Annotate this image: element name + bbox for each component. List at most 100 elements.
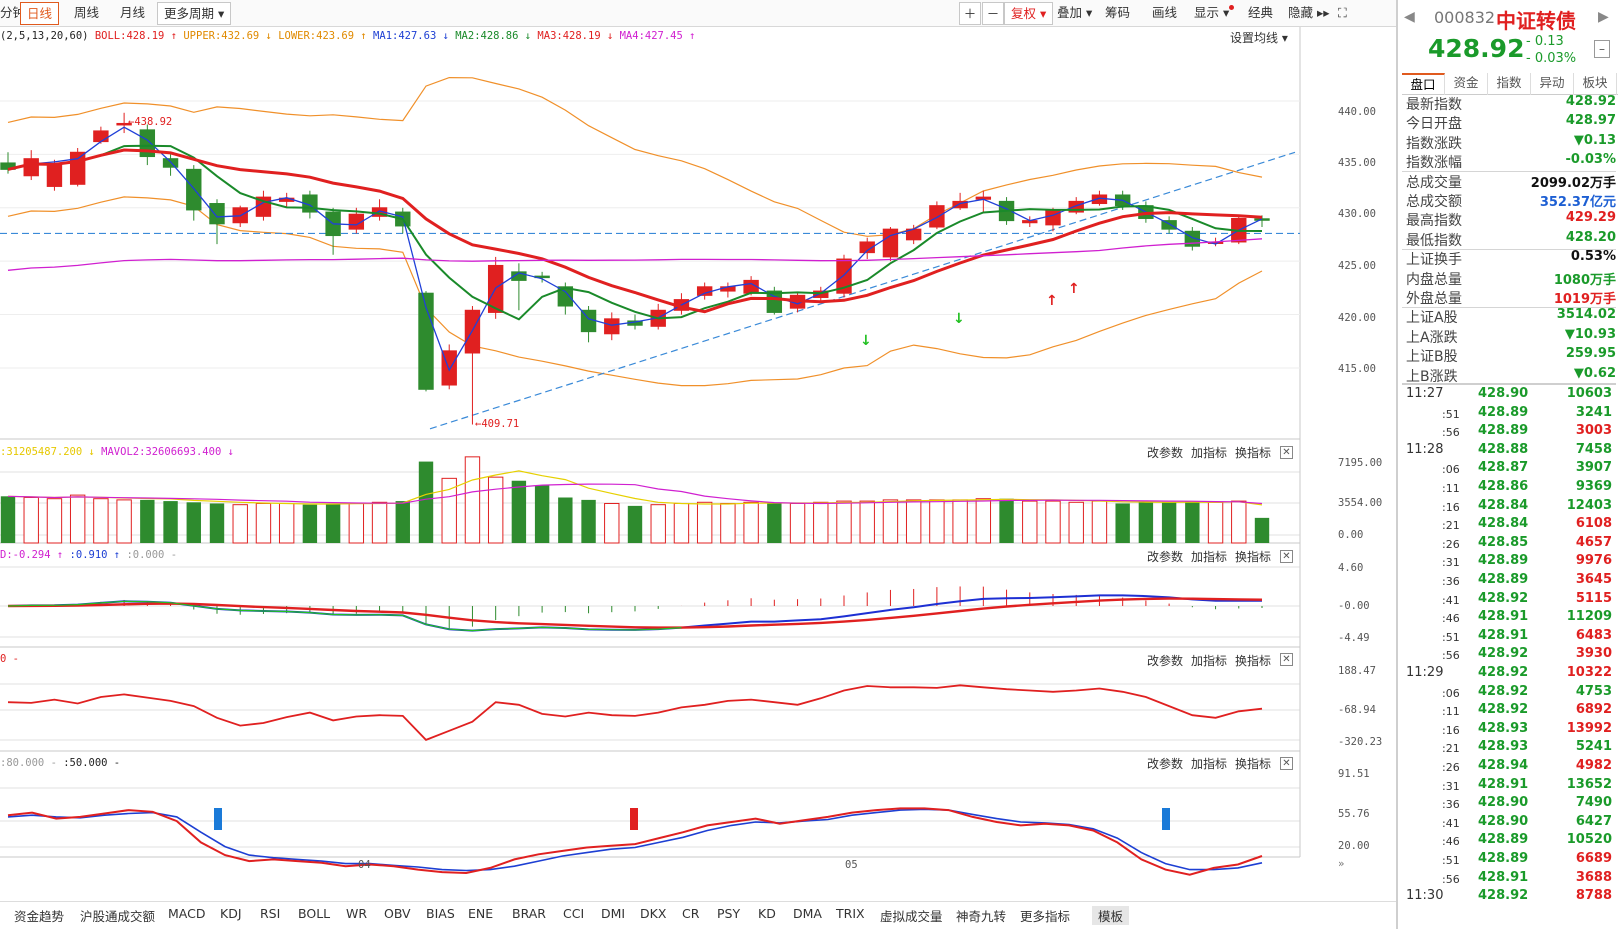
chips-button[interactable]: 筹码 xyxy=(1105,5,1131,20)
tab-minute[interactable]: 分钟 xyxy=(0,5,26,20)
display-dropdown[interactable]: 显示 ▾ xyxy=(1188,2,1240,25)
add-indicator-button[interactable]: 加指标 xyxy=(1191,446,1228,460)
macd-legend: D:-0.294 ↑ :0.910 ↑ :0.000 - xyxy=(0,549,177,561)
tab-month[interactable]: 月线 xyxy=(120,5,146,20)
quote-key: 指数涨幅 xyxy=(1406,155,1462,172)
quote-tab[interactable]: 板块 xyxy=(1574,73,1617,95)
indicator-tab[interactable]: MACD xyxy=(168,906,206,921)
legend-kdj-b: :50.000 - xyxy=(63,757,121,769)
candle-body xyxy=(929,205,945,228)
classic-button[interactable]: 经典 xyxy=(1248,5,1274,20)
volume-bar xyxy=(999,498,1014,543)
quote-tab[interactable]: 资金 xyxy=(1445,73,1488,95)
indicator-tab[interactable]: ENE xyxy=(468,906,494,921)
kline-chart[interactable]: ↑ ↑ ↓ ↓ xyxy=(0,27,1340,887)
indicator-tab[interactable]: DMA xyxy=(793,906,822,921)
axis-label: 435.00 xyxy=(1338,157,1376,169)
swap-indicator-button[interactable]: 换指标 xyxy=(1235,757,1272,771)
indicator-tab[interactable]: 沪股通成交额 xyxy=(80,909,156,924)
quote-value: 3514.02 xyxy=(1556,307,1616,323)
change-params-button[interactable]: 改参数 xyxy=(1147,757,1184,771)
fuquan-dropdown[interactable]: 复权 ▾ xyxy=(1004,2,1054,25)
tick-volume: 4982 xyxy=(1575,758,1612,773)
volume-bar xyxy=(93,498,109,544)
close-icon[interactable]: ✕ xyxy=(1280,757,1293,770)
set-ma-dropdown[interactable]: 设置均线 ▾ xyxy=(1230,31,1288,45)
low-value: 409.71 xyxy=(481,418,520,430)
hide-panel-button[interactable]: 隐藏 ▸▸ xyxy=(1288,5,1330,20)
tick-price: 428.89 xyxy=(1478,553,1529,569)
volume-bar xyxy=(1068,501,1084,544)
candle-body xyxy=(116,122,132,126)
indicator-tab[interactable]: KD xyxy=(758,906,776,921)
tick-volume: 7458 xyxy=(1575,441,1612,457)
volume-bar xyxy=(1115,503,1130,543)
quote-tab[interactable]: 盘口 xyxy=(1402,73,1445,95)
indicator-tab[interactable]: 模板 xyxy=(1092,906,1130,925)
indicator-tab[interactable]: TRIX xyxy=(836,906,865,921)
main-legend: (2,5,13,20,60) BOLL:428.19 ↑ UPPER:432.6… xyxy=(0,30,695,42)
volume-bar xyxy=(789,502,806,544)
change-params-button[interactable]: 改参数 xyxy=(1147,550,1184,564)
tick-time: :06 xyxy=(1442,463,1460,477)
fullscreen-icon[interactable]: ⛶ xyxy=(1338,5,1347,20)
axis-label: 3554.00 xyxy=(1338,497,1383,509)
quote-row: 外盘总量 1019万手 xyxy=(1402,287,1616,307)
indicator-tab[interactable]: 资金趋势 xyxy=(14,909,65,924)
quote-row: 今日开盘 428.97 xyxy=(1402,112,1616,132)
indicator-tab[interactable]: DMI xyxy=(601,906,626,921)
macd-green-line xyxy=(7,600,682,632)
quote-tab[interactable]: 指数 xyxy=(1488,73,1531,95)
indicator-tab[interactable]: KDJ xyxy=(220,906,242,921)
change-params-button[interactable]: 改参数 xyxy=(1147,446,1184,460)
indicator-tab[interactable]: 神奇九转 xyxy=(956,909,1007,924)
tab-week[interactable]: 周线 xyxy=(74,5,100,20)
more-period-dropdown[interactable]: 更多周期 ▾ xyxy=(157,2,232,25)
swap-indicator-button[interactable]: 换指标 xyxy=(1235,446,1272,460)
indicator-tab[interactable]: CCI xyxy=(563,906,585,921)
indicator-tab[interactable]: BOLL xyxy=(298,906,331,921)
indicator-tab[interactable]: WR xyxy=(346,906,368,921)
high-value: 438.92 xyxy=(134,116,173,128)
swap-indicator-button[interactable]: 换指标 xyxy=(1235,654,1272,668)
zoom-in-button[interactable]: ＋ xyxy=(959,2,981,25)
tick-price: 428.89 xyxy=(1478,572,1529,587)
change-params-button[interactable]: 改参数 xyxy=(1147,654,1184,668)
add-indicator-button[interactable]: 加指标 xyxy=(1191,654,1228,668)
indicator-tab[interactable]: BRAR xyxy=(512,906,546,921)
volume-bar xyxy=(325,503,341,543)
ma2-line xyxy=(7,144,1263,321)
quote-tab[interactable]: 异动 xyxy=(1531,73,1574,95)
close-icon[interactable]: ✕ xyxy=(1280,653,1293,666)
close-icon[interactable]: ✕ xyxy=(1280,446,1293,459)
candle-body xyxy=(23,158,39,177)
scroll-right-icon[interactable]: » xyxy=(1338,858,1345,870)
swap-indicator-button[interactable]: 换指标 xyxy=(1235,550,1272,564)
indicator-tab[interactable]: DKX xyxy=(640,906,667,921)
macd-ops: 改参数 加指标 换指标 xyxy=(1147,548,1279,565)
add-indicator-button[interactable]: 加指标 xyxy=(1191,550,1228,564)
tab-day[interactable]: 日线 xyxy=(20,2,60,25)
tick-time: :11 xyxy=(1442,705,1460,719)
minus-icon[interactable]: – xyxy=(1594,40,1610,58)
draw-line-button[interactable]: 画线 xyxy=(1152,5,1178,20)
volume-bar xyxy=(813,501,829,544)
next-arrow-icon[interactable]: ▶ xyxy=(1598,9,1609,25)
indicator-tab[interactable]: PSY xyxy=(717,906,741,921)
tick-price: 428.91 xyxy=(1478,609,1529,625)
indicator-tab[interactable]: OBV xyxy=(384,906,411,921)
volume-bar xyxy=(975,498,992,544)
volume-bar xyxy=(952,499,968,544)
indicator-tab[interactable]: BIAS xyxy=(426,906,455,921)
indicator-tab[interactable]: CR xyxy=(682,906,700,921)
indicator-tab[interactable]: 虚拟成交量 xyxy=(880,909,943,924)
zoom-out-button[interactable]: － xyxy=(982,2,1004,25)
prev-arrow-icon[interactable]: ◀ xyxy=(1404,9,1415,25)
indicator-tab[interactable]: RSI xyxy=(260,906,281,921)
change-value: - 0.13 xyxy=(1526,34,1564,49)
close-icon[interactable]: ✕ xyxy=(1280,550,1293,563)
tick-volume: 3241 xyxy=(1575,404,1612,420)
add-indicator-button[interactable]: 加指标 xyxy=(1191,757,1228,771)
indicator-tab[interactable]: 更多指标 xyxy=(1020,909,1071,924)
overlay-dropdown[interactable]: 叠加 ▾ xyxy=(1057,5,1093,20)
